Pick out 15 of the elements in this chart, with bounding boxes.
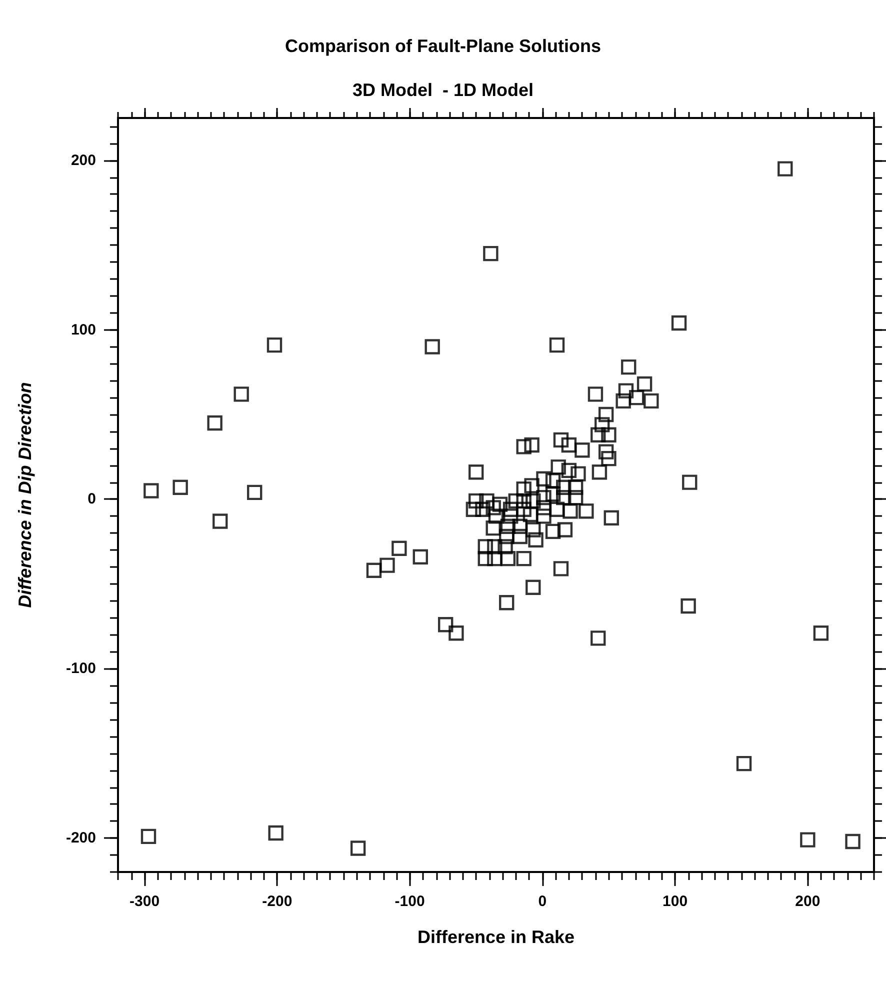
x-tick-label: -100 xyxy=(394,893,425,910)
y-axis-title: Difference in Dip Direction xyxy=(15,382,35,608)
x-tick-label: 100 xyxy=(662,893,688,910)
y-tick-label: 100 xyxy=(70,321,96,338)
chart-subtitle: 3D Model - 1D Model xyxy=(352,80,534,100)
y-tick-label: -100 xyxy=(66,660,96,678)
x-axis-title: Difference in Rake xyxy=(417,927,575,947)
x-tick-label: -300 xyxy=(130,893,160,910)
chart-title: Comparison of Fault-Plane Solutions xyxy=(284,36,602,56)
x-tick-label: -200 xyxy=(262,893,292,910)
y-tick-label: 200 xyxy=(70,152,96,169)
y-tick-label: 0 xyxy=(88,490,96,508)
y-tick-label: -200 xyxy=(66,830,96,847)
x-tick-label: 200 xyxy=(795,893,820,910)
x-tick-label: 0 xyxy=(538,893,547,910)
